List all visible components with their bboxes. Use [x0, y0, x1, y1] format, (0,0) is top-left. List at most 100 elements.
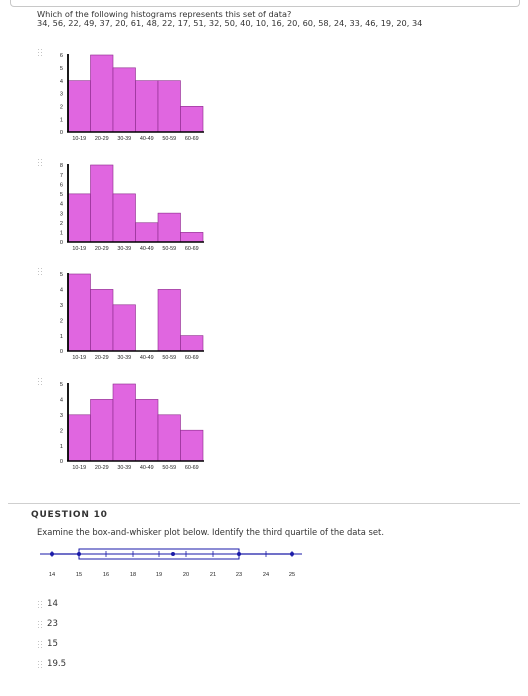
number-line-label: 18	[130, 572, 136, 578]
x-tick-label: 10-19	[72, 465, 86, 471]
histogram-bar	[112, 304, 136, 352]
histogram-bar	[67, 414, 91, 462]
y-tick-label: 0	[60, 130, 63, 136]
question-prompt: Which of the following histograms repres…	[37, 9, 292, 19]
min-point	[50, 552, 54, 556]
y-tick-label: 3	[60, 211, 63, 217]
y-tick-label: 4	[60, 79, 63, 85]
y-tick-label: 1	[60, 117, 63, 123]
histogram-option-3: 0 1 2 3 4 5 10-19 20-29 30-39 40-49 50-59 60-69	[60, 272, 204, 361]
x-tick-label: 60-69	[185, 465, 199, 471]
histogram-bar	[90, 289, 114, 352]
q1-point	[77, 552, 81, 556]
number-line-label: 16	[103, 572, 109, 578]
y-tick-label: 6	[60, 53, 63, 59]
drag-handle-icon[interactable]	[38, 49, 42, 58]
y-tick-label: 3	[60, 413, 63, 419]
number-line-label: 23	[236, 572, 242, 578]
drag-handle-icon[interactable]	[38, 621, 42, 630]
x-tick-label: 30-39	[117, 246, 131, 252]
histogram-bar	[67, 273, 91, 352]
y-tick-label: 8	[60, 163, 63, 169]
y-tick-label: 0	[60, 240, 63, 246]
question-10-label: QUESTION 10	[31, 510, 108, 520]
answer-choice-label: 23	[47, 619, 58, 629]
number-line-label: 25	[289, 572, 295, 578]
number-line-label: 21	[210, 572, 216, 578]
histogram-bar	[180, 232, 204, 243]
y-tick-label: 0	[60, 349, 63, 355]
question-10-prompt: Examine the box-and-whisker plot below. …	[37, 527, 384, 537]
histogram-bar	[135, 399, 159, 462]
x-tick-label: 60-69	[185, 246, 199, 252]
y-tick-label: 3	[60, 92, 63, 98]
histogram-bar	[90, 399, 114, 462]
y-tick-label: 7	[60, 173, 63, 179]
x-tick-label: 60-69	[185, 355, 199, 361]
histogram-option-2: 0 1 2 3 4 5 6 7 8 10-19 20-29 30-39 40-49 50-59 60-69	[60, 163, 204, 252]
drag-handle-icon[interactable]	[38, 641, 42, 650]
x-tick-label: 30-39	[117, 355, 131, 361]
histogram-option-1: 0 1 2 3 4 5 6 10-19 20-29 30-39 40-49 50-59 60-69	[60, 53, 204, 142]
y-tick-label: 2	[60, 318, 63, 324]
y-tick-label: 6	[60, 182, 63, 188]
x-tick-label: 20-29	[95, 355, 109, 361]
q3-point	[237, 552, 241, 556]
histogram-option-4: 0 1 2 3 4 5 10-19 20-29 30-39 40-49 50-59 60-69	[60, 382, 204, 471]
x-tick-label: 10-19	[72, 355, 86, 361]
histogram-bar	[157, 80, 181, 133]
x-tick-label: 40-49	[140, 246, 154, 252]
drag-handle-icon[interactable]	[38, 268, 42, 277]
y-tick-label: 5	[60, 382, 63, 388]
x-tick-label: 20-29	[95, 246, 109, 252]
previous-question-frame	[10, 0, 520, 7]
x-tick-label: 40-49	[140, 465, 154, 471]
x-tick-label: 10-19	[72, 136, 86, 142]
x-tick-label: 30-39	[117, 465, 131, 471]
x-tick-label: 50-59	[162, 355, 176, 361]
x-tick-label: 20-29	[95, 136, 109, 142]
histogram-bar	[180, 335, 204, 352]
drag-handle-icon[interactable]	[38, 661, 42, 670]
histogram-bar	[157, 289, 181, 352]
x-tick-label: 40-49	[140, 355, 154, 361]
y-tick-label: 1	[60, 231, 63, 237]
x-tick-label: 30-39	[117, 136, 131, 142]
histogram-bar	[67, 193, 91, 243]
x-tick-label: 20-29	[95, 465, 109, 471]
y-tick-label: 2	[60, 221, 63, 227]
x-tick-label: 50-59	[162, 136, 176, 142]
y-tick-label: 5	[60, 192, 63, 198]
x-tick-label: 40-49	[140, 136, 154, 142]
question-divider	[8, 503, 520, 504]
histogram-bar	[112, 67, 136, 133]
y-tick-label: 4	[60, 202, 63, 208]
y-tick-label: 1	[60, 334, 63, 340]
x-tick-label: 60-69	[185, 136, 199, 142]
y-tick-label: 0	[60, 459, 63, 465]
data-set-text: 34, 56, 22, 49, 37, 20, 61, 48, 22, 17, …	[37, 18, 423, 28]
x-tick-label: 10-19	[72, 246, 86, 252]
histogram-bar	[157, 414, 181, 462]
drag-handle-icon[interactable]	[38, 378, 42, 387]
x-tick-label: 50-59	[162, 465, 176, 471]
histogram-bar	[90, 164, 114, 243]
histogram-bar	[67, 80, 91, 133]
number-line-label: 24	[263, 572, 269, 578]
number-line-label: 14	[49, 572, 55, 578]
y-tick-label: 2	[60, 105, 63, 111]
histogram-bar	[180, 429, 204, 462]
y-tick-label: 5	[60, 272, 63, 278]
histogram-bar	[135, 222, 159, 243]
number-line-label: 15	[76, 572, 82, 578]
histogram-bar	[135, 80, 159, 133]
drag-handle-icon[interactable]	[38, 601, 42, 610]
y-tick-label: 4	[60, 398, 63, 404]
x-tick-label: 50-59	[162, 246, 176, 252]
y-tick-label: 1	[60, 444, 63, 450]
y-tick-label: 4	[60, 288, 63, 294]
answer-choice-label: 14	[47, 599, 58, 609]
histogram-bar	[90, 54, 114, 133]
drag-handle-icon[interactable]	[38, 159, 42, 168]
box-and-whisker-plot: 14 15 16 18 19 20 21 23 24 25	[40, 548, 302, 578]
